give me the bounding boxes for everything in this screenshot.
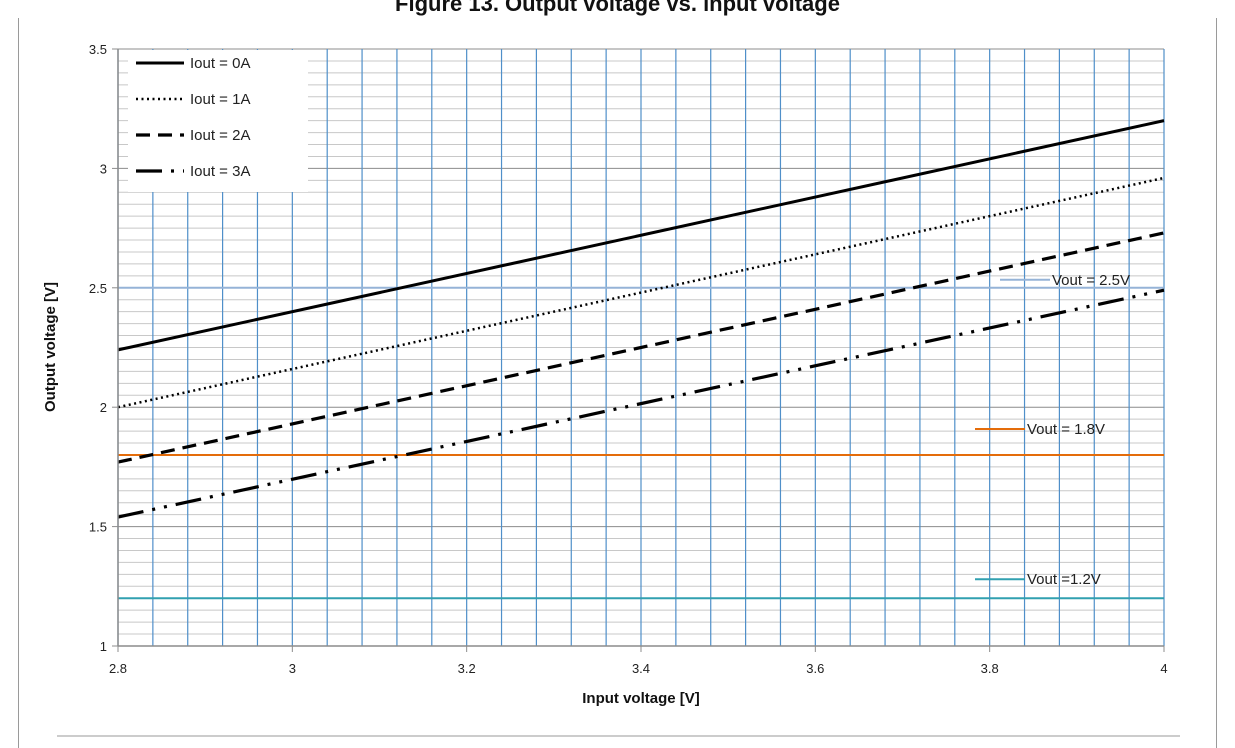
page-title: Figure 13. Output voltage vs. input volt… bbox=[395, 0, 840, 16]
tick-labels: 2.8 3 3.2 3.4 3.6 3.8 4 1 1.5 2 2.5 3 3.5 bbox=[89, 42, 1168, 676]
x-tick-label: 4 bbox=[1160, 661, 1167, 676]
legend-entry: Iout = 3A bbox=[190, 163, 250, 180]
series-lines bbox=[117, 119, 1165, 519]
x-tick-label: 3.2 bbox=[458, 661, 476, 676]
series-line bbox=[117, 288, 1165, 519]
reference-label: Vout = 2.5V bbox=[1052, 272, 1130, 289]
x-tick-label: 3 bbox=[289, 661, 296, 676]
y-tick-label: 3 bbox=[100, 161, 107, 176]
y-tick-label: 2 bbox=[100, 400, 107, 415]
series-line bbox=[117, 176, 1165, 409]
reference-lines: Vout = 2.5V Vout = 1.8V Vout =1.2V bbox=[118, 272, 1164, 600]
title-strip: Figure 13. Output voltage vs. input volt… bbox=[0, 0, 1235, 18]
y-tick-label: 1 bbox=[100, 639, 107, 654]
x-axis-title: Input voltage [V] bbox=[582, 690, 700, 707]
x-tick-label: 3.8 bbox=[981, 661, 999, 676]
legend-entry: Iout = 2A bbox=[190, 127, 250, 144]
x-tick-label: 3.4 bbox=[632, 661, 650, 676]
legend-entry: Iout = 0A bbox=[190, 55, 250, 72]
reference-label: Vout =1.2V bbox=[1027, 571, 1101, 588]
y-tick-label: 2.5 bbox=[89, 281, 107, 296]
legend: Iout = 0A Iout = 1A Iout = 2A Iout = 3A bbox=[128, 50, 308, 192]
axes bbox=[112, 48, 1165, 652]
x-tick-label: 3.6 bbox=[806, 661, 824, 676]
y-tick-label: 3.5 bbox=[89, 42, 107, 57]
reference-label: Vout = 1.8V bbox=[1027, 421, 1105, 438]
legend-entry: Iout = 1A bbox=[190, 91, 250, 108]
legend-box bbox=[128, 50, 308, 192]
grid bbox=[117, 48, 1165, 647]
series-line bbox=[117, 119, 1165, 352]
figure-frame bbox=[18, 18, 1217, 748]
y-tick-label: 1.5 bbox=[89, 520, 107, 535]
series-line bbox=[117, 231, 1165, 464]
x-tick-label: 2.8 bbox=[109, 661, 127, 676]
y-axis-title: Output voltage [V] bbox=[42, 282, 59, 412]
